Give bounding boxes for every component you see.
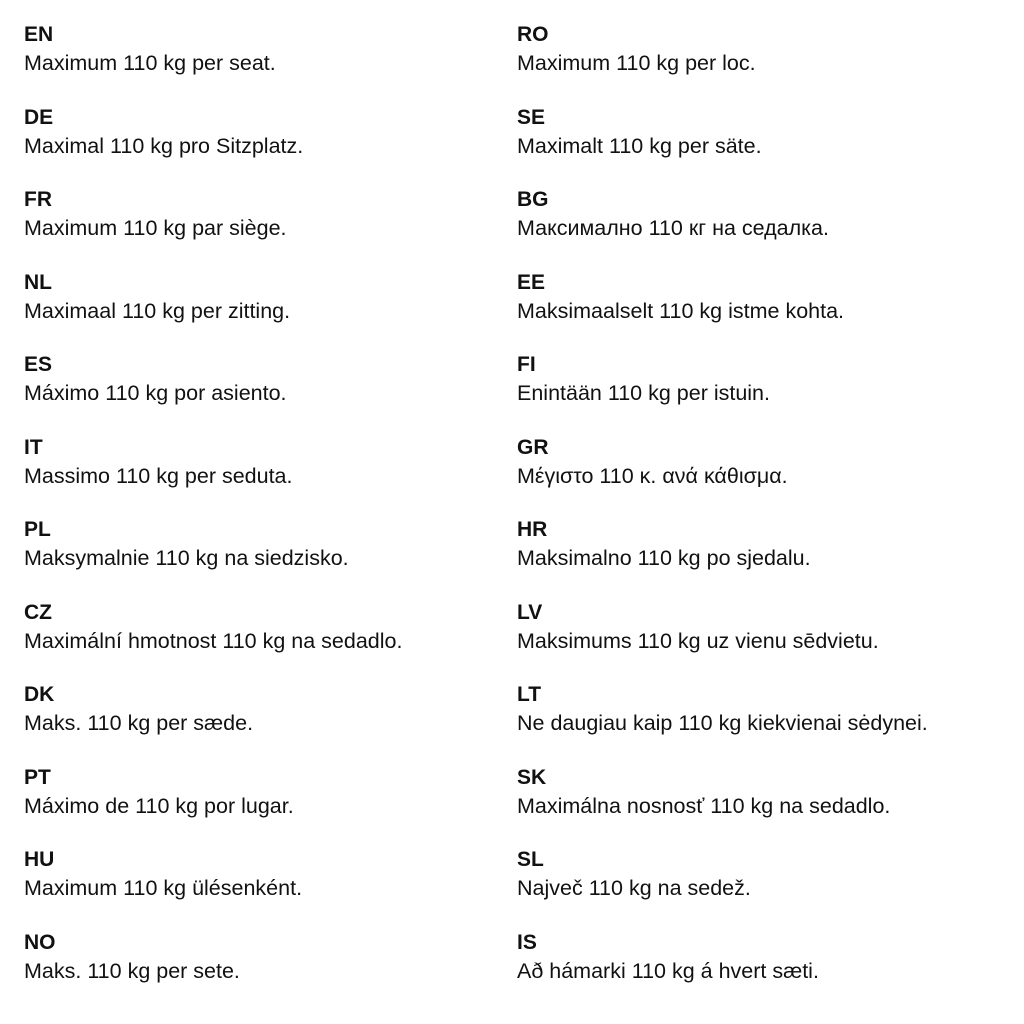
language-entry: HU Maximum 110 kg ülésenként. [24, 846, 302, 902]
language-code: EE [517, 270, 546, 294]
weight-limit-text: Ne daugiau kaip 110 kg kiekvienai sėdyne… [517, 711, 928, 735]
language-entry: NO Maks. 110 kg per sete. [24, 929, 240, 985]
language-entry: DE Maximal 110 kg pro Sitzplatz. [24, 104, 303, 160]
weight-limit-text: Maximaal 110 kg per zitting. [24, 298, 291, 323]
language-entry: EE Maksimaalselt 110 kg istme kohta. [517, 269, 844, 325]
language-entry: PL Maksymalnie 110 kg na siedzisko. [24, 516, 349, 572]
language-code: IT [24, 435, 43, 459]
language-code: PT [24, 765, 51, 789]
language-entry: FI Enintään 110 kg per istuin. [517, 351, 770, 407]
language-code: HR [517, 518, 548, 541]
language-entry: SK Maximálna nosnosť 110 kg na sedadlo. [517, 764, 890, 820]
weight-limit-text: Enintään 110 kg per istuin. [517, 381, 770, 405]
weight-limit-text: Massimo 110 kg per seduta. [24, 463, 293, 488]
language-code: PL [24, 518, 51, 541]
language-code: FR [24, 188, 52, 211]
language-code: NL [24, 270, 52, 294]
weight-limit-text: Máximo de 110 kg por lugar. [24, 793, 294, 818]
language-code: DK [24, 683, 55, 706]
language-code: HU [24, 848, 55, 871]
weight-limit-text: Maksimaalselt 110 kg istme kohta. [517, 298, 845, 323]
language-entry: DK Maks. 110 kg per sæde. [24, 681, 253, 737]
language-entry: IS Að hámarki 110 kg á hvert sæti. [517, 929, 819, 985]
weight-limit-text: Maximum 110 kg par siège. [24, 216, 287, 240]
language-code: RO [517, 23, 549, 46]
language-entry: PT Máximo de 110 kg por lugar. [24, 764, 294, 820]
language-code: SL [517, 848, 544, 871]
language-entry: FR Maximum 110 kg par siège. [24, 186, 287, 242]
language-entry: CZ Maximální hmotnost 110 kg na sedadlo. [24, 599, 402, 655]
language-code: FI [517, 353, 536, 376]
weight-limit-text: Maks. 110 kg per sæde. [24, 711, 254, 735]
weight-limit-text: Maximal 110 kg pro Sitzplatz. [24, 133, 304, 158]
language-entry: SL Največ 110 kg na sedež. [517, 846, 751, 902]
weight-limit-text: Maximum 110 kg ülésenként. [24, 876, 303, 900]
weight-limit-text: Að hámarki 110 kg á hvert sæti. [517, 958, 819, 983]
language-code: CZ [24, 600, 52, 624]
weight-limit-text: Maximum 110 kg per seat. [24, 51, 276, 75]
language-entry: LV Maksimums 110 kg uz vienu sēdvietu. [517, 599, 879, 655]
language-entry: GR Μέγιστο 110 κ. ανά κάθισμα. [517, 434, 788, 490]
weight-limit-text: Maks. 110 kg per sete. [24, 958, 240, 983]
language-entry: ES Máximo 110 kg por asiento. [24, 351, 287, 407]
language-entry: EN Maximum 110 kg per seat. [24, 21, 276, 77]
language-entry: HR Maksimalno 110 kg po sjedalu. [517, 516, 811, 572]
weight-limit-text: Maksimums 110 kg uz vienu sēdvietu. [517, 628, 879, 653]
weight-limit-text: Maximalt 110 kg per säte. [517, 133, 762, 158]
language-code: SK [517, 765, 547, 789]
weight-limit-text: Máximo 110 kg por asiento. [24, 381, 287, 405]
language-code: SE [517, 105, 546, 129]
language-entry: NL Maximaal 110 kg per zitting. [24, 269, 290, 325]
weight-limit-text: Μέγιστο 110 κ. ανά κάθισμα. [517, 463, 788, 488]
language-code: IS [517, 930, 537, 954]
weight-limit-text: Maksymalnie 110 kg na siedzisko. [24, 546, 349, 570]
language-entry: SE Maximalt 110 kg per säte. [517, 104, 762, 160]
language-code: ES [24, 353, 53, 376]
weight-limit-text: Maksimalno 110 kg po sjedalu. [517, 546, 811, 570]
language-entry: RO Maximum 110 kg per loc. [517, 21, 756, 77]
weight-limit-text: Maximální hmotnost 110 kg na sedadlo. [24, 628, 403, 653]
weight-limit-text: Maximum 110 kg per loc. [517, 51, 756, 75]
language-entry: LT Ne daugiau kaip 110 kg kiekvienai sėdy… [517, 681, 928, 737]
language-code: GR [517, 435, 549, 459]
language-code: BG [517, 188, 549, 211]
weight-limit-text: Največ 110 kg na sedež. [517, 876, 751, 900]
language-code: DE [24, 105, 54, 129]
weight-limit-text: Maximálna nosnosť 110 kg na sedadlo. [517, 793, 891, 818]
language-code: LV [517, 600, 543, 624]
language-entry: IT Massimo 110 kg per seduta. [24, 434, 293, 490]
language-code: NO [24, 930, 56, 954]
weight-limit-text: Максимално 110 кг на седалка. [517, 216, 829, 240]
language-code: LT [517, 683, 542, 706]
language-code: EN [24, 23, 54, 46]
language-entry: BG Максимално 110 кг на седалка. [517, 186, 829, 242]
